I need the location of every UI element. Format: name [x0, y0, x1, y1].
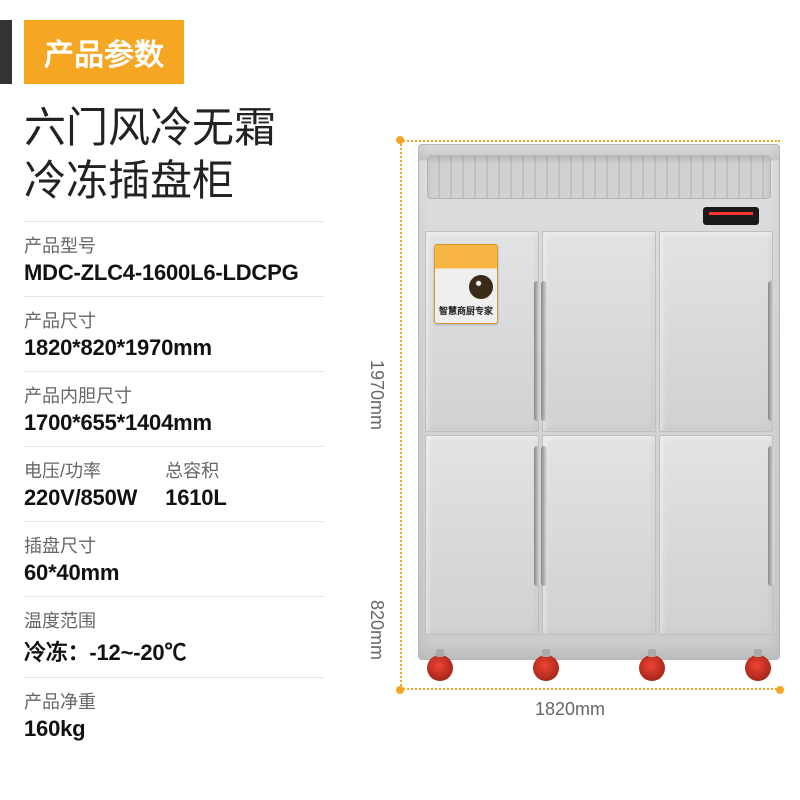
control-panel-icon — [703, 207, 759, 225]
dimension-height-label: 1970mm — [366, 360, 387, 430]
spec-value: 1700*655*1404mm — [24, 410, 212, 436]
handle-icon — [541, 446, 547, 586]
spec-value: MDC-ZLC4-1600L6-LDCPG — [24, 260, 299, 286]
dimension-line-icon — [400, 140, 780, 142]
product-figure: 1970mm 820mm 1820mm 智慧商厨专家 — [360, 140, 780, 720]
spec-label: 电压/功率 — [24, 457, 137, 483]
spec-value: 1610L — [165, 485, 226, 511]
door-icon — [659, 231, 773, 432]
spec-label: 产品内胆尺寸 — [24, 382, 212, 408]
spec-label: 总容积 — [165, 457, 226, 483]
spec-item: 温度范围 冷冻：-12~-20℃ — [24, 607, 186, 667]
spec-item: 产品尺寸 1820*820*1970mm — [24, 307, 212, 361]
caster-wheel-icon — [745, 655, 771, 681]
caster-wheel-icon — [533, 655, 559, 681]
door-icon — [425, 435, 539, 636]
caster-wheel-icon — [639, 655, 665, 681]
spec-row: 产品净重 160kg — [24, 677, 324, 752]
brand-sticker-icon: 智慧商厨专家 — [434, 244, 498, 324]
spec-label: 产品净重 — [24, 688, 96, 714]
handle-icon — [534, 281, 540, 421]
title-line-1: 六门风冷无霜 — [24, 104, 276, 151]
spec-label: 产品型号 — [24, 232, 299, 258]
title-line-2: 冷冻插盘柜 — [24, 157, 234, 204]
caster-row — [427, 655, 771, 685]
spec-value: 冷冻：-12~-20℃ — [24, 635, 186, 667]
spec-table: 产品型号 MDC-ZLC4-1600L6-LDCPG 产品尺寸 1820*820… — [24, 221, 324, 752]
handle-icon — [768, 281, 774, 421]
dimension-width-label: 1820mm — [535, 699, 605, 720]
spec-item: 产品内胆尺寸 1700*655*1404mm — [24, 382, 212, 436]
door-icon: 智慧商厨专家 — [425, 231, 539, 432]
spec-item: 产品净重 160kg — [24, 688, 96, 742]
spec-value: 160kg — [24, 716, 96, 742]
handle-icon — [534, 446, 540, 586]
spec-item: 插盘尺寸 60*40mm — [24, 532, 119, 586]
spec-row: 电压/功率 220V/850W 总容积 1610L — [24, 446, 324, 521]
spec-row: 产品型号 MDC-ZLC4-1600L6-LDCPG — [24, 221, 324, 296]
sticker-text: 智慧商厨专家 — [439, 307, 493, 317]
door-grid: 智慧商厨专家 — [425, 231, 773, 635]
dimension-line-icon — [400, 688, 780, 690]
door-icon — [659, 435, 773, 636]
spec-row: 温度范围 冷冻：-12~-20℃ — [24, 596, 324, 677]
section-badge: 产品参数 — [24, 20, 184, 84]
handle-icon — [541, 281, 547, 421]
product-illustration: 智慧商厨专家 — [418, 144, 780, 660]
caster-wheel-icon — [427, 655, 453, 681]
spec-value: 220V/850W — [24, 485, 137, 511]
spec-row: 产品内胆尺寸 1700*655*1404mm — [24, 371, 324, 446]
spec-label: 产品尺寸 — [24, 307, 212, 333]
handle-icon — [768, 446, 774, 586]
spec-label: 插盘尺寸 — [24, 532, 119, 558]
door-icon — [542, 435, 656, 636]
spec-label: 温度范围 — [24, 607, 186, 633]
spec-row: 插盘尺寸 60*40mm — [24, 521, 324, 596]
door-icon — [542, 231, 656, 432]
spec-item: 产品型号 MDC-ZLC4-1600L6-LDCPG — [24, 232, 299, 286]
dimension-line-icon — [400, 140, 402, 690]
dimension-depth-label: 820mm — [366, 600, 387, 660]
spec-item: 电压/功率 220V/850W — [24, 457, 137, 511]
spec-value: 1820*820*1970mm — [24, 335, 212, 361]
spec-row: 产品尺寸 1820*820*1970mm — [24, 296, 324, 371]
spec-item: 总容积 1610L — [165, 457, 226, 511]
vent-grille-icon — [427, 155, 771, 199]
spec-value: 60*40mm — [24, 560, 119, 586]
